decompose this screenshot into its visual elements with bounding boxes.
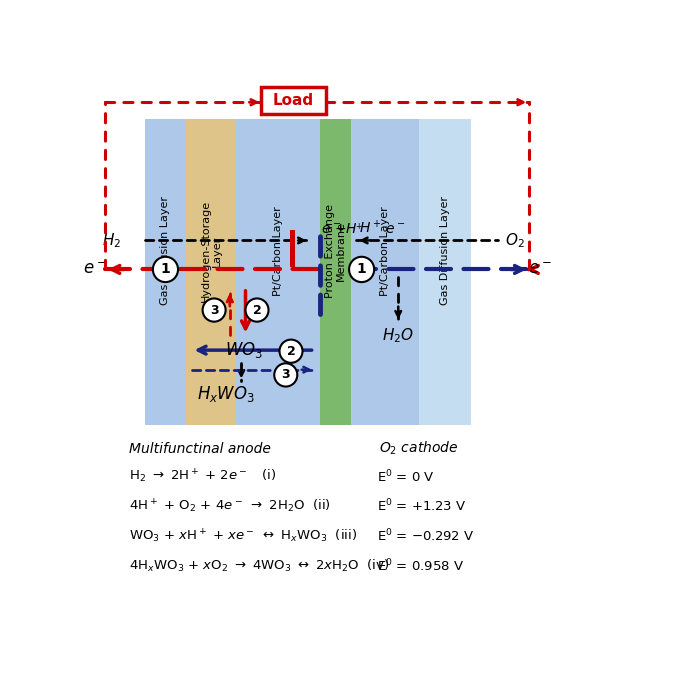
Bar (186, 119, 236, 425)
FancyBboxPatch shape (261, 87, 326, 114)
Bar (351, 119, 419, 425)
Circle shape (274, 363, 297, 386)
Text: $e^-$: $e^-$ (83, 260, 107, 278)
Text: Load: Load (273, 93, 314, 108)
Text: 3: 3 (281, 369, 290, 382)
Text: $WO_3$: $WO_3$ (225, 340, 263, 360)
Text: $e^-$: $e^-$ (528, 260, 551, 278)
Text: $H_2O$: $H_2O$ (382, 326, 414, 345)
Text: 3: 3 (210, 303, 219, 316)
Text: E$^0$ = −0.292 V: E$^0$ = −0.292 V (377, 527, 475, 544)
Text: $+ H$: $+ H$ (334, 222, 358, 236)
Text: $^+$: $^+$ (354, 223, 363, 232)
Bar (320, 119, 351, 425)
Text: Gas Diffusion Layer: Gas Diffusion Layer (161, 197, 171, 306)
Text: Hydrogen-Storage
Layer: Hydrogen-Storage Layer (200, 200, 222, 302)
Text: Gas Diffusion Layer: Gas Diffusion Layer (440, 197, 450, 306)
Text: 2: 2 (287, 345, 296, 358)
Text: $H_xWO_3$: $H_xWO_3$ (196, 384, 254, 404)
Bar (419, 119, 471, 425)
Circle shape (202, 299, 225, 322)
Bar (144, 119, 186, 425)
Circle shape (153, 257, 178, 282)
Text: $O_2$ cathode: $O_2$ cathode (379, 440, 459, 458)
Text: $H^+$: $H^+$ (359, 219, 381, 236)
Text: 4H$^+$ + O$_2$ + 4$e^-$ $\rightarrow$ 2H$_2$O  (ii): 4H$^+$ + O$_2$ + 4$e^-$ $\rightarrow$ 2H… (129, 497, 331, 515)
Text: $e^-$: $e^-$ (321, 222, 341, 236)
Text: E$^0$ = +1.23 V: E$^0$ = +1.23 V (377, 498, 466, 514)
Text: 4H$_x$WO$_3$ + $x$O$_2$ $\rightarrow$ 4WO$_3$ $\leftrightarrow$ 2$x$H$_2$O  (iv): 4H$_x$WO$_3$ + $x$O$_2$ $\rightarrow$ 4W… (129, 558, 389, 575)
Text: Pt/Carbon Layer: Pt/Carbon Layer (380, 206, 390, 296)
Text: H$_2$ $\rightarrow$ 2H$^+$ + 2$e^-$   (i): H$_2$ $\rightarrow$ 2H$^+$ + 2$e^-$ (i) (129, 468, 276, 486)
Text: 1: 1 (357, 262, 367, 277)
Circle shape (246, 299, 269, 322)
Text: Proton Exchange
Membrane: Proton Exchange Membrane (325, 204, 346, 298)
Bar (290, 230, 295, 267)
Circle shape (349, 257, 374, 282)
Text: 1: 1 (161, 262, 170, 277)
Text: Multifunctinal anode: Multifunctinal anode (128, 442, 271, 456)
Bar (236, 119, 320, 425)
Text: 2: 2 (252, 303, 261, 316)
Text: $O_2$: $O_2$ (506, 231, 525, 250)
Text: $H_2$: $H_2$ (102, 231, 121, 250)
Text: E$^0$ = 0.958 V: E$^0$ = 0.958 V (377, 558, 464, 575)
Circle shape (279, 340, 302, 363)
Text: $e^-$: $e^-$ (385, 222, 406, 236)
Text: E$^0$ = 0 V: E$^0$ = 0 V (377, 469, 435, 485)
Text: WO$_3$ + $x$H$^+$ + $x$$e^-$ $\leftrightarrow$ H$_x$WO$_3$  (iii): WO$_3$ + $x$H$^+$ + $x$$e^-$ $\leftright… (129, 527, 357, 545)
Text: Pt/Carbon Layer: Pt/Carbon Layer (273, 206, 283, 296)
